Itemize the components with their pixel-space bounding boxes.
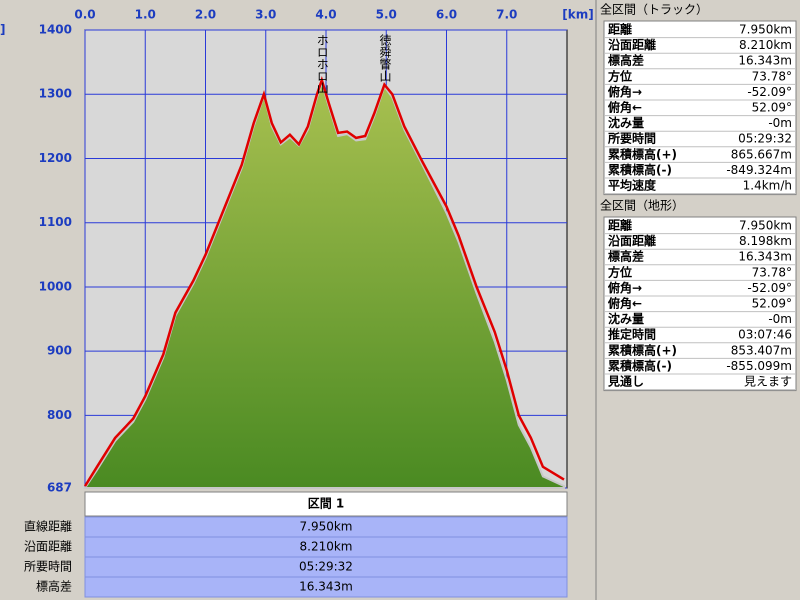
panel-label: 累積標高(+) xyxy=(608,342,677,357)
section-label: 直線距離 xyxy=(24,519,72,534)
section-value: 7.950km xyxy=(300,520,353,534)
panel-value: -52.09° xyxy=(747,85,792,99)
panel-label: 所要時間 xyxy=(607,131,656,146)
panel-label: 累積標高(+) xyxy=(608,146,677,161)
panel-label: 累積標高(-) xyxy=(608,162,672,177)
x-tick-label: 7.0 xyxy=(496,8,517,22)
peak-label: ホロホロ山 xyxy=(315,34,329,94)
x-tick-label: 6.0 xyxy=(436,8,457,22)
panel-label: 距離 xyxy=(608,22,632,37)
panel-box xyxy=(603,20,797,196)
y-tick-label: 1200 xyxy=(39,151,72,165)
panel-value: -0m xyxy=(768,116,792,130)
panel-value: 7.950km xyxy=(739,219,792,233)
panel-value: 見えます xyxy=(744,375,792,389)
panel-value: 03:07:46 xyxy=(738,328,792,342)
panel-label: 標高差 xyxy=(608,53,644,68)
panel-value: 8.198km xyxy=(739,234,792,248)
section-value: 8.210km xyxy=(300,540,353,554)
panel-label: 沈み量 xyxy=(608,115,644,130)
panel-value: 1.4km/h xyxy=(743,179,792,193)
section-title: 区間 1 xyxy=(308,497,345,511)
panel-label: 俯角← xyxy=(607,296,642,311)
panel-value: -855.099m xyxy=(726,359,792,373)
y-tick-label: 900 xyxy=(47,344,72,358)
section-value: 16.343m xyxy=(299,580,353,594)
panel-value: -0m xyxy=(768,312,792,326)
panel-label: 方位 xyxy=(608,68,632,83)
panel-label: 距離 xyxy=(608,218,632,233)
panel-value: 865.667m xyxy=(731,147,792,161)
panel-label: 方位 xyxy=(608,264,632,279)
y-tick-label: 1100 xyxy=(39,215,72,229)
panel-value: 16.343m xyxy=(738,250,792,264)
panel-value: 8.210km xyxy=(739,38,792,52)
panel-value: 05:29:32 xyxy=(738,132,792,146)
panel-label: 推定時間 xyxy=(608,327,656,342)
panel-value: 7.950km xyxy=(739,23,792,37)
track-line xyxy=(83,76,565,487)
panel-value: -849.324m xyxy=(726,163,792,177)
panel-value: 853.407m xyxy=(731,343,792,357)
y-tick-label: 1400 xyxy=(39,23,72,37)
x-axis-label: [km] xyxy=(562,8,593,22)
panel-value: 16.343m xyxy=(738,54,792,68)
panel-value: -52.09° xyxy=(747,281,792,295)
section-label: 標高差 xyxy=(36,580,72,594)
y-tick-label: 1300 xyxy=(39,87,72,101)
x-tick-label: 5.0 xyxy=(376,8,397,22)
panel-title: 全区間（地形） xyxy=(600,199,684,213)
section-header-bg xyxy=(84,491,568,517)
panel-value: 52.09° xyxy=(752,297,792,311)
y-tick-label: 687 xyxy=(47,481,72,495)
panel-box xyxy=(603,216,797,392)
x-tick-label: 2.0 xyxy=(195,8,216,22)
panel-label: 沿面距離 xyxy=(608,233,656,248)
x-tick-label: 1.0 xyxy=(135,8,156,22)
panel-label: 沈み量 xyxy=(608,311,644,326)
panel-title: 全区間（トラック） xyxy=(600,3,708,17)
y-axis-label: ] xyxy=(0,23,5,37)
panel-value: 52.09° xyxy=(752,101,792,115)
panel-value: 73.78° xyxy=(752,265,792,279)
panel-label: 沿面距離 xyxy=(608,37,656,52)
section-label: 所要時間 xyxy=(24,560,72,574)
y-tick-label: 1000 xyxy=(39,279,72,293)
y-tick-label: 800 xyxy=(47,408,72,422)
panel-label: 俯角→ xyxy=(607,84,642,99)
x-tick-label: 4.0 xyxy=(315,8,336,22)
panel-label: 平均速度 xyxy=(608,178,656,193)
x-tick-label: 3.0 xyxy=(255,8,276,22)
x-tick-label: 0.0 xyxy=(74,8,95,22)
peak-label: 徳舜瞥山 xyxy=(378,33,392,82)
panel-value: 73.78° xyxy=(752,69,792,83)
panel-label: 見通し xyxy=(607,374,644,389)
section-row xyxy=(84,576,568,598)
panel-label: 俯角← xyxy=(607,100,642,115)
panel-label: 累積標高(-) xyxy=(608,358,672,373)
panel-label: 標高差 xyxy=(608,249,644,264)
section-label: 沿面距離 xyxy=(24,540,72,554)
section-value: 05:29:32 xyxy=(299,560,353,574)
panel-label: 俯角→ xyxy=(607,280,642,295)
